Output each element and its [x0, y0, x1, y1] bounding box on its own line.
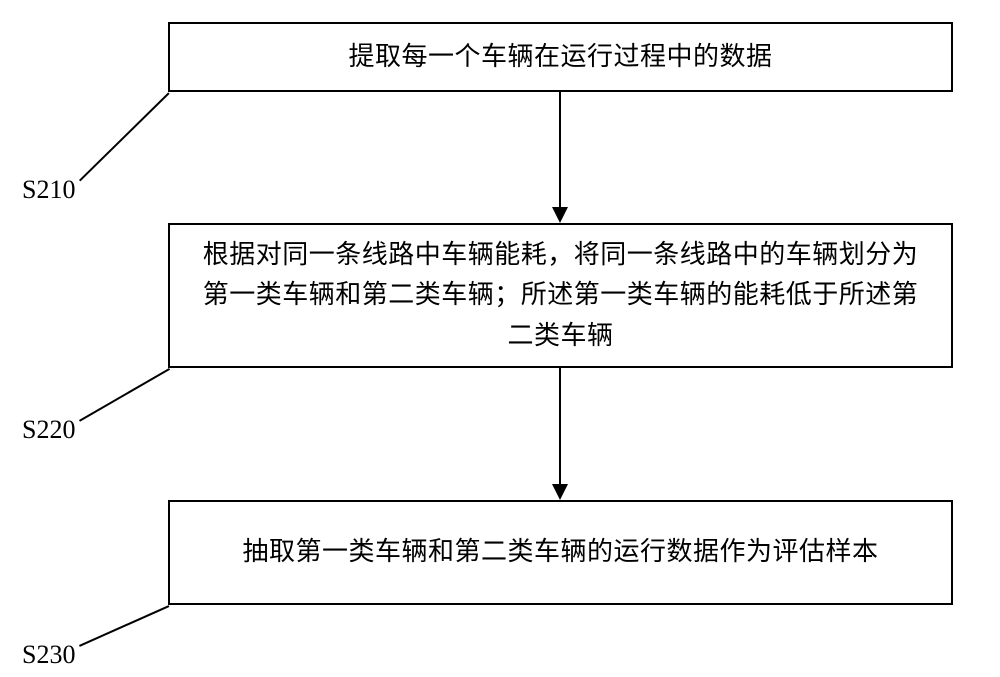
arrow-head-2-3: [552, 484, 568, 500]
arrow-head-1-2: [552, 207, 568, 223]
arrow-1-2: [559, 92, 561, 207]
leader-line-1: [79, 92, 170, 181]
step-label-s230: S230: [22, 640, 75, 670]
step-label-s220: S220: [22, 415, 75, 445]
flowchart-canvas: 提取每一个车辆在运行过程中的数据 S210 根据对同一条线路中车辆能耗，将同一条…: [0, 0, 1000, 677]
leader-line-3: [79, 605, 169, 647]
flow-step-1: 提取每一个车辆在运行过程中的数据: [168, 22, 953, 92]
flow-step-2: 根据对同一条线路中车辆能耗，将同一条线路中的车辆划分为第一类车辆和第二类车辆；所…: [168, 223, 953, 368]
flow-step-2-text: 根据对同一条线路中车辆能耗，将同一条线路中的车辆划分为第一类车辆和第二类车辆；所…: [190, 235, 931, 356]
leader-line-2: [79, 368, 170, 422]
flow-step-1-text: 提取每一个车辆在运行过程中的数据: [348, 37, 772, 77]
flow-step-3-text: 抽取第一类车辆和第二类车辆的运行数据作为评估样本: [242, 532, 878, 572]
flow-step-3: 抽取第一类车辆和第二类车辆的运行数据作为评估样本: [168, 500, 953, 605]
arrow-2-3: [559, 368, 561, 484]
step-label-s210: S210: [22, 175, 75, 205]
